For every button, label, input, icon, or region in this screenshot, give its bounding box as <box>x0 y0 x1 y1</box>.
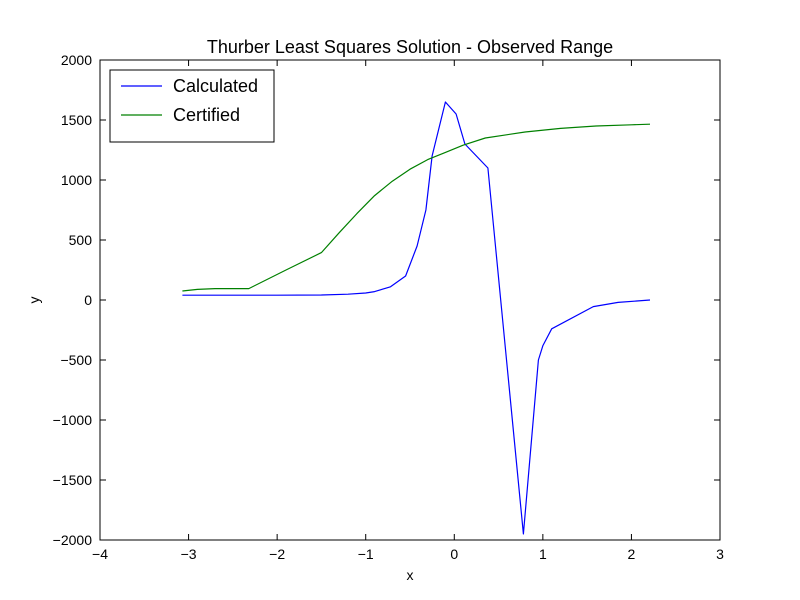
x-tick-label: 0 <box>450 546 458 562</box>
x-tick-label: −1 <box>358 546 374 562</box>
x-tick-label: 3 <box>716 546 724 562</box>
y-tick-label: 2000 <box>61 52 92 68</box>
y-tick-label: 1500 <box>61 112 92 128</box>
x-axis-title: x <box>407 567 414 583</box>
y-tick-label: 1000 <box>61 172 92 188</box>
series-layer <box>182 101 651 535</box>
series-line-certified <box>182 123 651 292</box>
x-tick-label: 2 <box>628 546 636 562</box>
axis-ticks: −4 −3 −2 −1 0 1 2 3 −2000 −1500 −1000 −500 0 500 1000 1… <box>53 52 724 562</box>
x-tick-label: −4 <box>92 546 108 562</box>
legend-box <box>109 69 275 143</box>
series-line-calculated <box>182 101 651 535</box>
x-tick-label: −2 <box>269 546 285 562</box>
legend-label: Certified <box>173 105 240 125</box>
x-tick-label: 1 <box>539 546 547 562</box>
y-tick-label: −1000 <box>53 412 93 428</box>
legend-label: Calculated <box>173 76 258 96</box>
x-tick-label: −3 <box>181 546 197 562</box>
chart-title: Thurber Least Squares Solution - Observe… <box>207 37 613 57</box>
y-tick-label: 0 <box>84 292 92 308</box>
y-tick-label: −2000 <box>53 532 93 548</box>
y-tick-label: −500 <box>60 352 92 368</box>
y-tick-label: 500 <box>69 232 93 248</box>
y-axis-title: y <box>26 297 42 304</box>
legend: Calculated Certified <box>109 69 275 143</box>
y-tick-label: −1500 <box>53 472 93 488</box>
